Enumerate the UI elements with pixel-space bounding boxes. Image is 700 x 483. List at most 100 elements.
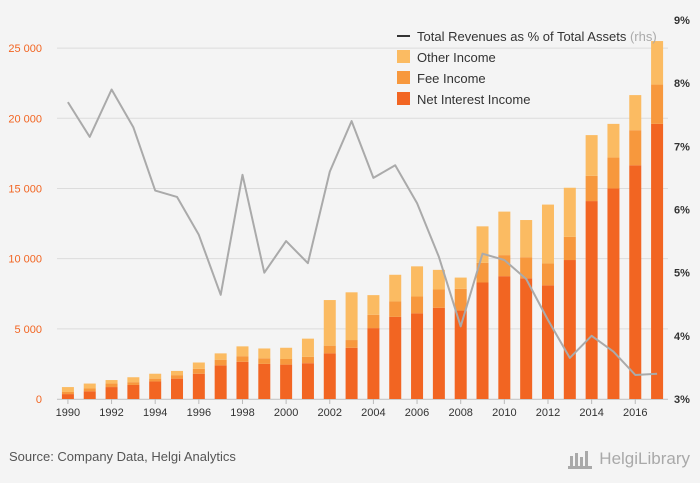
bar-other-income (83, 383, 96, 389)
bar-net-interest-income (171, 378, 184, 399)
y-right-tick-label: 3% (674, 394, 690, 406)
bar-net-interest-income (541, 285, 554, 399)
y-left-tick-label: 20 000 (8, 113, 42, 125)
x-tick-label: 2012 (536, 407, 560, 419)
bar-fee-income (192, 368, 205, 374)
bar-other-income (476, 226, 489, 263)
bar-fee-income (149, 378, 162, 382)
x-tick-label: 2000 (274, 407, 298, 419)
brand-name: HelgiLibrary (599, 449, 690, 468)
x-tick-label: 1994 (143, 407, 167, 419)
legend-swatch (397, 92, 410, 105)
legend-label: Fee Income (417, 71, 486, 86)
bar-fee-income (629, 130, 642, 166)
legend-label: Total Revenues as % of Total Assets (rhs… (417, 29, 657, 44)
bar-fee-income (454, 288, 467, 311)
bar-net-interest-income (651, 123, 664, 399)
bar-other-income (651, 41, 664, 85)
bar-fee-income (83, 388, 96, 392)
bar-fee-income (563, 236, 576, 261)
bar-net-interest-income (520, 278, 533, 399)
y-left-tick-label: 10 000 (8, 254, 42, 266)
y-right-tick-label: 8% (674, 78, 690, 90)
bar-fee-income (411, 296, 424, 314)
bar-net-interest-income (236, 361, 249, 399)
bar-fee-income (476, 262, 489, 283)
bar-net-interest-income (280, 364, 293, 399)
bar-fee-income (345, 340, 358, 348)
source-note: Source: Company Data, Helgi Analytics (9, 449, 236, 464)
bar-fee-income (541, 263, 554, 286)
bar-other-income (301, 338, 314, 357)
bar-fee-income (520, 257, 533, 279)
bar-net-interest-income (83, 391, 96, 399)
bar-other-income (149, 373, 162, 379)
bar-other-income (411, 266, 424, 297)
x-tick-label: 2010 (492, 407, 516, 419)
bar-other-income (61, 387, 74, 392)
y-left-tick-label: 25 000 (8, 43, 42, 55)
x-tick-label: 1998 (230, 407, 254, 419)
x-tick-label: 2004 (361, 407, 385, 419)
bar-other-income (454, 277, 467, 289)
x-tick-label: 2006 (405, 407, 429, 419)
bar-fee-income (105, 383, 118, 388)
legend-label: Net Interest Income (417, 92, 530, 107)
bar-fee-income (323, 345, 336, 354)
bar-net-interest-income (258, 363, 271, 399)
x-tick-label: 1992 (99, 407, 123, 419)
bar-other-income (563, 187, 576, 237)
bar-other-income (432, 269, 445, 290)
x-tick-label: 1990 (56, 407, 80, 419)
bar-net-interest-income (498, 276, 511, 399)
bar-net-interest-income (563, 260, 576, 399)
bar-fee-income (498, 255, 511, 277)
bar-net-interest-income (607, 188, 620, 399)
bar-fee-income (214, 359, 227, 366)
legend-suffix: (rhs) (626, 29, 656, 44)
bar-net-interest-income (105, 387, 118, 399)
bar-net-interest-income (301, 363, 314, 399)
bar-other-income (105, 380, 118, 384)
y-left-tick-label: 0 (36, 394, 42, 406)
bar-net-interest-income (432, 307, 445, 399)
bar-fee-income (236, 356, 249, 362)
bar-fee-income (389, 301, 402, 317)
bar-other-income (345, 292, 358, 341)
y-left-tick-label: 15 000 (8, 183, 42, 195)
bar-other-income (367, 295, 380, 315)
library-building-icon (568, 451, 593, 469)
bar-fee-income (61, 391, 74, 395)
bar-net-interest-income (61, 394, 74, 399)
bar-net-interest-income (127, 384, 140, 399)
bar-net-interest-income (149, 381, 162, 399)
x-tick-label: 2016 (623, 407, 647, 419)
y-right-tick-label: 4% (674, 331, 690, 343)
bar-net-interest-income (454, 310, 467, 399)
bar-other-income (520, 220, 533, 258)
bar-fee-income (280, 358, 293, 365)
bar-other-income (127, 377, 140, 383)
bar-fee-income (171, 375, 184, 379)
bar-other-income (607, 123, 620, 158)
bar-other-income (171, 370, 184, 376)
bar-net-interest-income (367, 328, 380, 399)
y-right-tick-label: 5% (674, 268, 690, 280)
y-right-tick-label: 6% (674, 205, 690, 217)
bar-fee-income (607, 157, 620, 189)
bar-net-interest-income (389, 316, 402, 399)
bar-other-income (498, 211, 511, 256)
bar-other-income (280, 347, 293, 359)
bar-other-income (629, 95, 642, 131)
x-tick-label: 2008 (448, 407, 472, 419)
x-tick-label: 1996 (187, 407, 211, 419)
bar-other-income (323, 300, 336, 346)
y-left-tick-label: 5 000 (14, 324, 42, 336)
bar-net-interest-income (585, 201, 598, 399)
bar-fee-income (301, 356, 314, 364)
line-total-revenues-pct-assets (67, 88, 658, 376)
bar-other-income (192, 362, 205, 369)
y-right-tick-label: 9% (674, 15, 690, 27)
bar-fee-income (432, 289, 445, 308)
bar-other-income (541, 204, 554, 264)
